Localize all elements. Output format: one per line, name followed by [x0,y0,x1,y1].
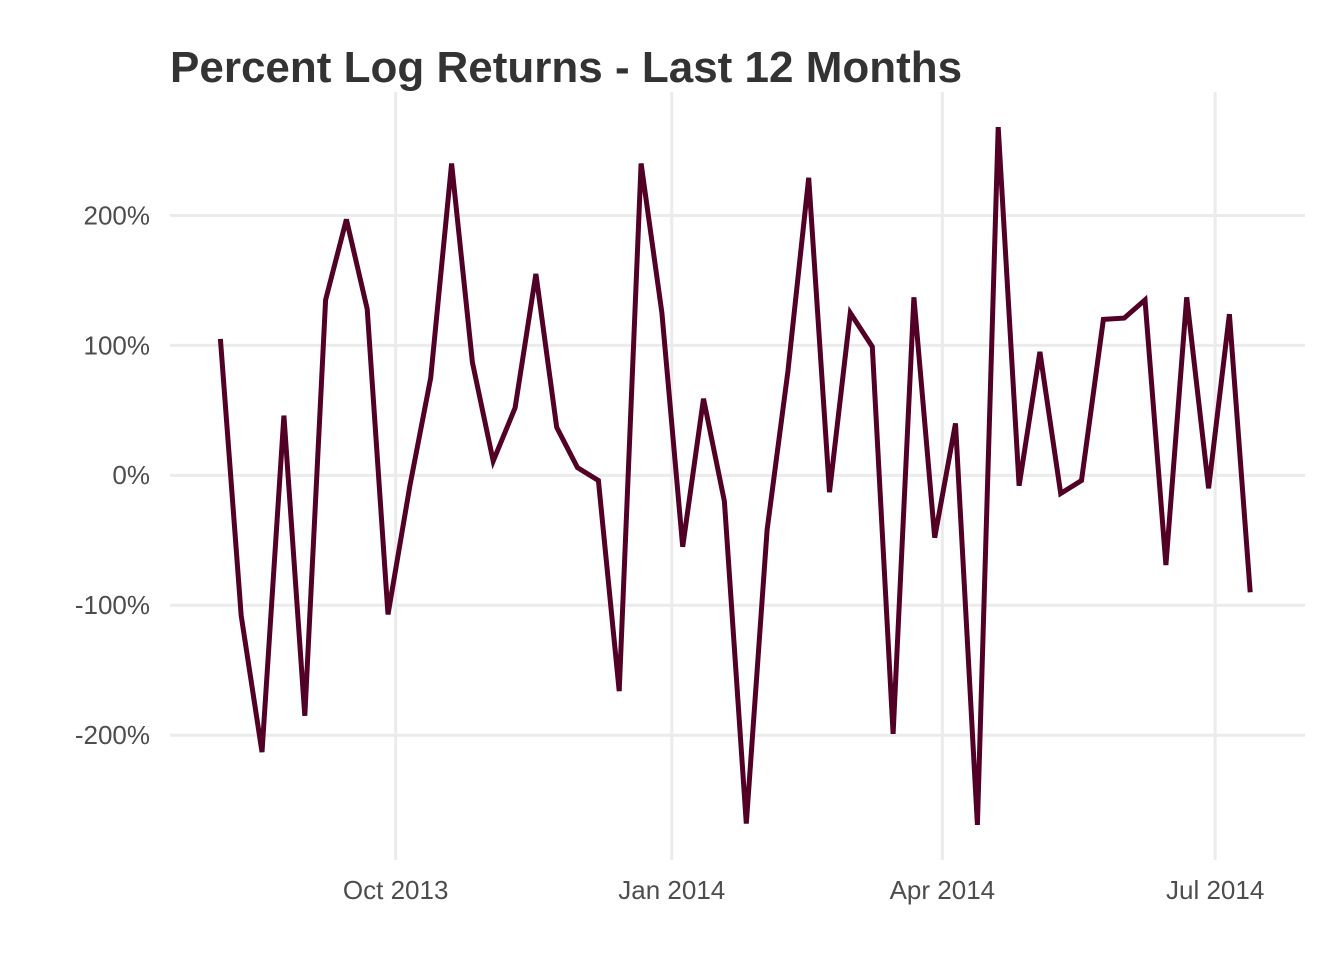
chart-title: Percent Log Returns - Last 12 Months [170,43,962,92]
y-tick-label: -100% [75,590,150,620]
x-tick-label: Oct 2013 [343,875,449,905]
y-tick-label: -200% [75,720,150,750]
y-tick-label: 100% [84,330,151,360]
y-tick-label: 200% [84,200,151,230]
y-tick-label: 0% [112,460,150,490]
x-tick-label: Jul 2014 [1166,875,1264,905]
data-line [217,126,1253,826]
x-tick-label: Apr 2014 [890,875,996,905]
x-tick-label: Jan 2014 [618,875,725,905]
